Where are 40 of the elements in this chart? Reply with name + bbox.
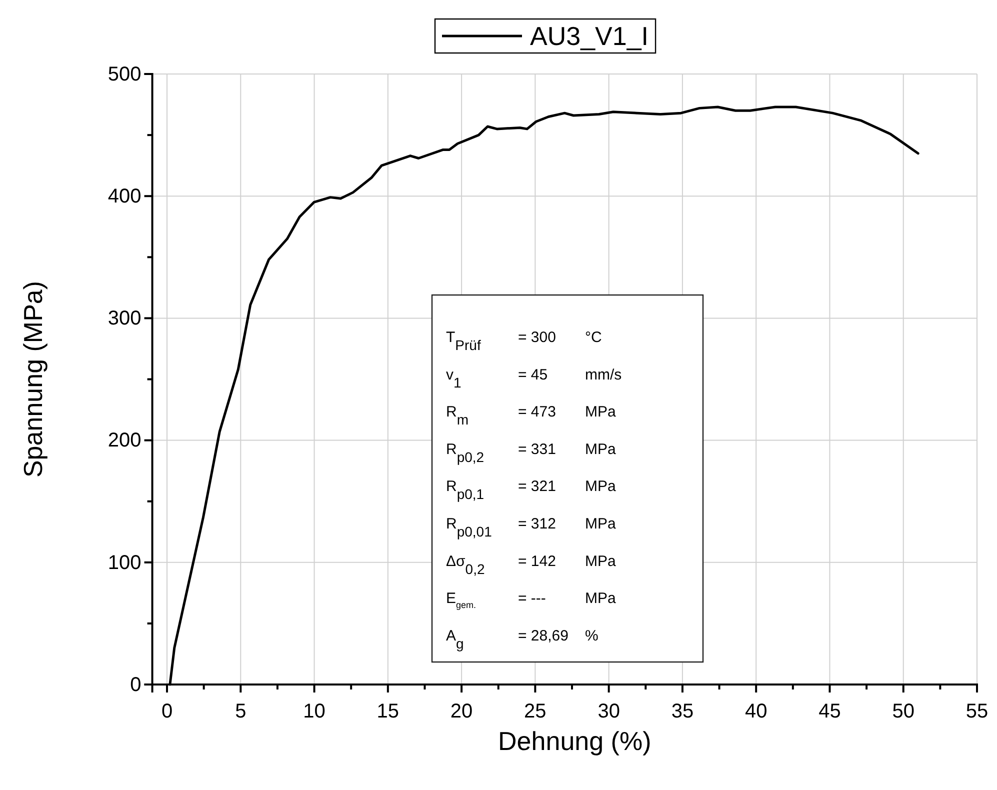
y-tick-label: 0: [130, 674, 142, 696]
y-axis-title: Spannung (MPa): [18, 280, 48, 478]
annotation: %: [585, 627, 598, 644]
y-tick-label: 500: [108, 63, 142, 86]
annotation: MPa: [585, 516, 616, 532]
x-tick-label: 40: [744, 700, 768, 722]
annotation: MPa: [585, 552, 616, 570]
y-tick-label: 300: [108, 308, 142, 330]
annotation: = 28,69: [518, 627, 568, 644]
y-tick-label: 100: [108, 552, 142, 574]
annotation: = 321: [518, 478, 556, 496]
annotation: = 300: [518, 329, 556, 346]
y-tick-label: 400: [108, 186, 142, 208]
x-tick-label: 20: [450, 700, 473, 722]
x-tick-label: 25: [524, 700, 546, 722]
annotation: = 331: [518, 440, 556, 458]
annotation: MPa: [585, 440, 616, 458]
x-tick-label: 0: [161, 700, 173, 722]
x-tick-label: 10: [303, 700, 326, 722]
annotation: = 473: [518, 404, 556, 421]
x-tick-label: 5: [235, 700, 246, 722]
y-tick-label: 200: [108, 430, 142, 452]
legend-label: AU3_V1_I: [530, 21, 649, 51]
annotation: = 45: [518, 366, 548, 384]
x-tick-label: 35: [671, 700, 694, 722]
annotation: mm/s: [585, 366, 622, 384]
x-tick-label: 30: [598, 700, 620, 722]
annotation: = ---: [518, 590, 546, 608]
annotation: °C: [585, 329, 602, 346]
annotation: MPa: [585, 478, 616, 496]
x-tick-label: 50: [892, 700, 914, 722]
annotation: MPa: [585, 590, 616, 608]
annotation: = 142: [518, 552, 556, 570]
x-tick-label: 45: [818, 700, 841, 722]
x-tick-label: 15: [376, 700, 400, 722]
annotation: = 312: [518, 516, 556, 532]
x-tick-label: 55: [966, 700, 988, 722]
annotation: E$_{gem.}$: [446, 590, 476, 610]
annotation: MPa: [585, 404, 616, 421]
x-axis-title: Dehnung (%): [498, 726, 652, 756]
